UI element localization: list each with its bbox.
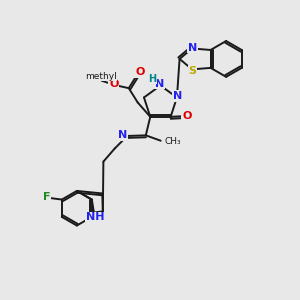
Text: O: O xyxy=(182,111,191,121)
Text: N: N xyxy=(188,43,197,52)
Text: O: O xyxy=(135,67,145,77)
Text: S: S xyxy=(189,66,197,76)
Text: N: N xyxy=(118,130,128,140)
Text: NH: NH xyxy=(86,212,104,222)
Text: methyl: methyl xyxy=(85,72,117,81)
Text: O: O xyxy=(109,79,119,89)
Text: N: N xyxy=(155,79,164,89)
Text: H: H xyxy=(148,74,156,84)
Text: N: N xyxy=(173,91,182,101)
Text: CH₃: CH₃ xyxy=(164,137,181,146)
Text: F: F xyxy=(43,193,50,202)
